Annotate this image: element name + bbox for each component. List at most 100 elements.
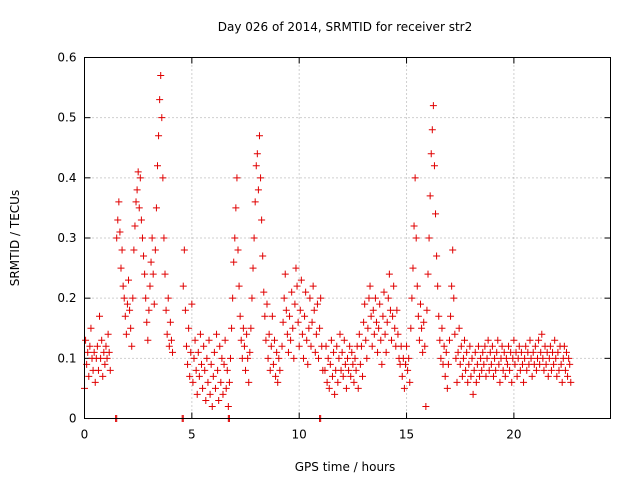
data-point: [144, 336, 152, 344]
data-point: [247, 324, 255, 332]
data-point: [479, 348, 487, 356]
data-point: [411, 174, 419, 182]
data-point: [98, 336, 106, 344]
data-point: [210, 348, 218, 356]
data-point: [289, 324, 297, 332]
data-point: [191, 336, 199, 344]
data-point: [347, 372, 355, 380]
data-point: [193, 390, 201, 398]
data-points: [81, 72, 575, 422]
x-axis-label: GPS time / hours: [295, 460, 396, 474]
data-point: [187, 348, 195, 356]
data-point: [403, 342, 411, 350]
data-point: [322, 342, 330, 350]
data-point: [365, 294, 373, 302]
data-point: [229, 294, 237, 302]
data-point: [257, 174, 265, 182]
data-point: [298, 330, 306, 338]
data-point: [141, 270, 149, 278]
data-point: [545, 354, 553, 362]
data-point: [234, 246, 242, 254]
data-point: [386, 306, 394, 314]
data-point: [313, 300, 321, 308]
data-point: [324, 354, 332, 362]
data-point: [505, 342, 513, 350]
data-point: [157, 72, 165, 80]
data-point: [430, 162, 438, 170]
data-point: [217, 378, 225, 386]
data-point: [91, 378, 99, 386]
data-point: [540, 366, 548, 374]
data-point: [424, 270, 432, 278]
data-point: [508, 378, 516, 386]
data-point: [159, 174, 167, 182]
data-point: [147, 258, 155, 266]
data-point: [211, 384, 219, 392]
data-point: [93, 342, 101, 350]
data-point: [290, 354, 298, 362]
data-point: [459, 354, 467, 362]
data-point: [538, 330, 546, 338]
data-point: [357, 342, 365, 350]
data-point: [208, 402, 216, 410]
data-point: [442, 348, 450, 356]
data-point: [518, 360, 526, 368]
data-point: [232, 204, 240, 212]
data-point: [481, 342, 489, 350]
data-point: [432, 210, 440, 218]
data-point: [199, 384, 207, 392]
data-point: [106, 366, 114, 374]
data-point: [239, 324, 247, 332]
data-point: [354, 384, 362, 392]
data-point: [374, 348, 382, 356]
data-point: [448, 282, 456, 290]
data-point: [350, 378, 358, 386]
data-point: [428, 126, 436, 134]
data-point: [369, 306, 377, 314]
data-point: [349, 360, 357, 368]
data-point: [278, 342, 286, 350]
data-point: [437, 354, 445, 362]
data-point: [337, 366, 345, 374]
data-point: [404, 366, 412, 374]
data-point: [158, 114, 166, 122]
data-point: [499, 366, 507, 374]
data-point: [161, 270, 169, 278]
data-point: [377, 336, 385, 344]
data-point: [164, 294, 172, 302]
data-point: [310, 306, 318, 314]
data-point: [179, 282, 187, 290]
data-point: [473, 360, 481, 368]
data-point: [346, 342, 354, 350]
data-point: [489, 372, 497, 380]
data-point: [327, 336, 335, 344]
data-point: [419, 348, 427, 356]
data-point: [468, 354, 476, 362]
chart-title: Day 026 of 2014, SRMTID for receiver str…: [218, 20, 472, 34]
data-point: [230, 258, 238, 266]
data-point: [414, 312, 422, 320]
data-point: [440, 342, 448, 350]
data-point: [162, 306, 170, 314]
data-point: [97, 354, 105, 362]
data-point: [303, 336, 311, 344]
data-point: [331, 390, 339, 398]
data-point: [400, 384, 408, 392]
data-point: [315, 354, 323, 362]
data-point: [136, 174, 144, 182]
data-point: [336, 330, 344, 338]
data-point: [480, 360, 488, 368]
data-point: [286, 312, 294, 320]
data-point: [506, 366, 514, 374]
data-point: [348, 348, 356, 356]
data-point: [546, 342, 554, 350]
data-point: [567, 378, 575, 386]
data-point: [488, 342, 496, 350]
data-point: [433, 252, 441, 260]
data-point: [167, 336, 175, 344]
data-point: [186, 372, 194, 380]
data-point: [362, 336, 370, 344]
data-point: [169, 348, 177, 356]
data-point: [262, 336, 270, 344]
data-point: [339, 372, 347, 380]
